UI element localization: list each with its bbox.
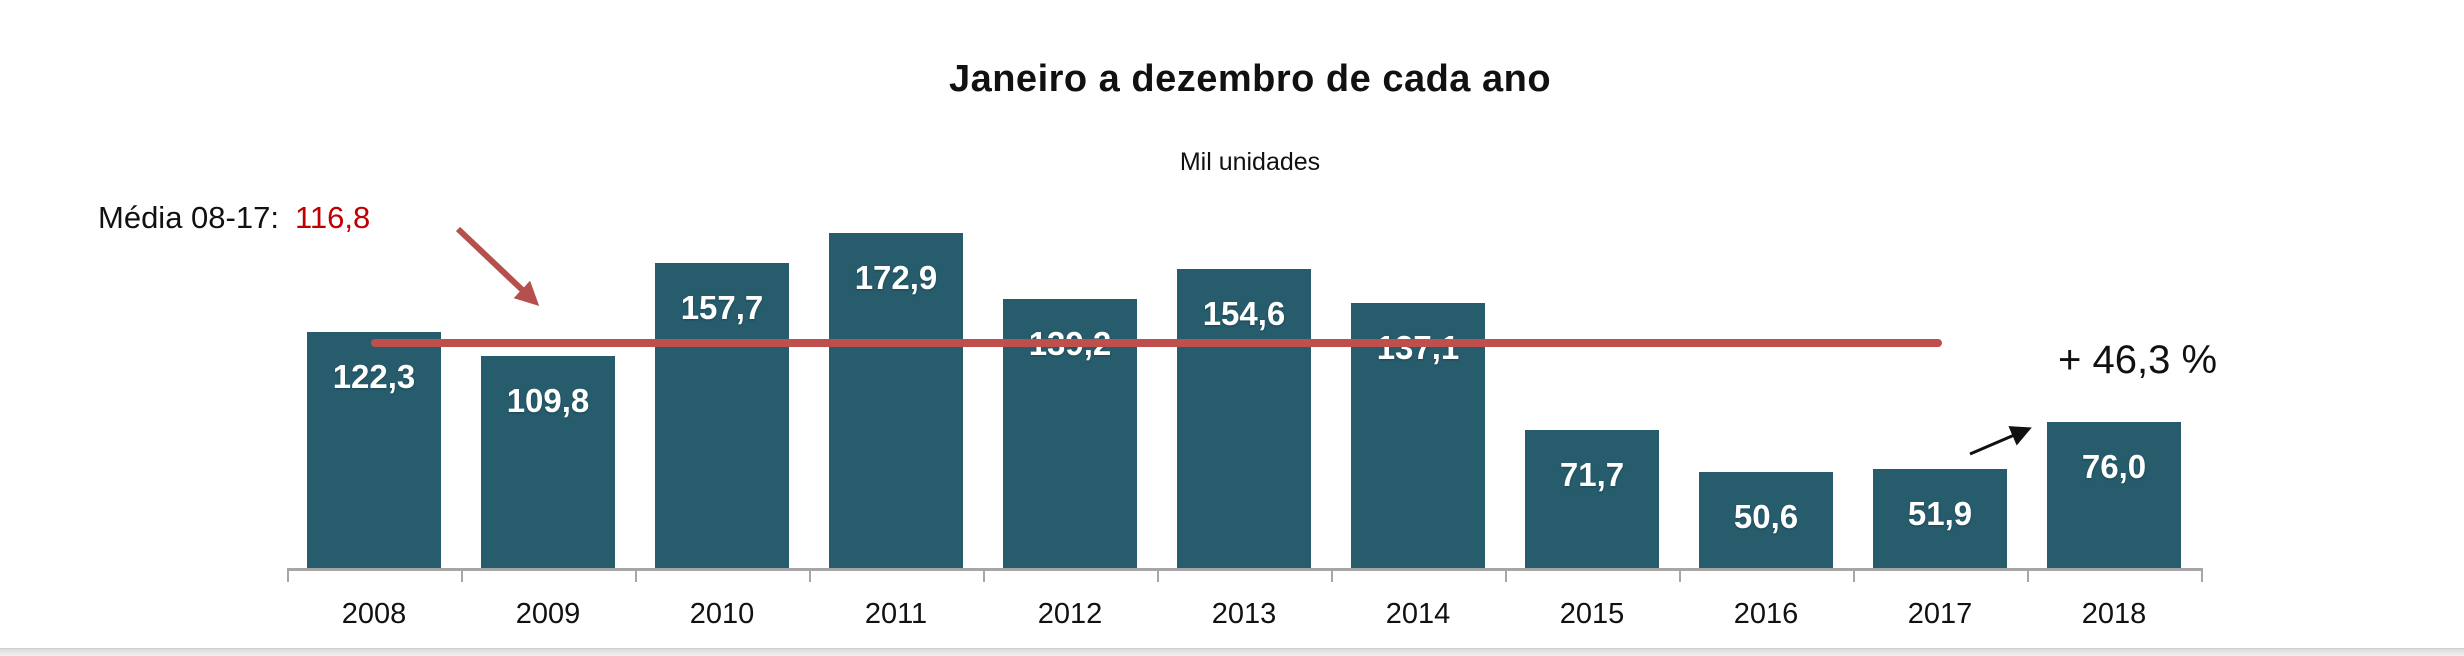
growth-arrow (1969, 426, 2032, 456)
bar-value-label: 71,7 (1559, 456, 1625, 493)
x-axis-label-2012: 2012 (1037, 598, 1103, 630)
x-axis-tick (635, 568, 637, 582)
x-axis-tick (1853, 568, 1855, 582)
bar-2013: 154,6 (1177, 269, 1311, 570)
mean-label-prefix: Média 08-17: (98, 200, 279, 235)
bar-value-label: 109,8 (506, 382, 590, 419)
x-axis-tick (1157, 568, 1159, 582)
x-axis-label-2016: 2016 (1733, 598, 1799, 630)
bar-value-label: 122,3 (332, 358, 416, 395)
bar-value-label: 51,9 (1907, 495, 1973, 532)
mean-line-label: Média 08-17: 116,8 (98, 200, 370, 236)
chart-title: Janeiro a dezembro de cada ano (948, 58, 1552, 100)
bar-2009: 109,8 (481, 356, 615, 570)
bar-value-label: 172,9 (854, 259, 938, 296)
chart-subtitle: Mil unidades (1179, 148, 1321, 176)
x-axis-tick (983, 568, 985, 582)
mean-line (371, 339, 1942, 347)
x-axis-tick (461, 568, 463, 582)
bar-2016: 50,6 (1699, 472, 1833, 570)
bar-value-label: 157,7 (680, 289, 764, 326)
bar-value-label: 137,1 (1376, 329, 1460, 366)
x-axis-line (287, 568, 2201, 571)
x-axis-label-2014: 2014 (1385, 598, 1451, 630)
x-axis-tick (2027, 568, 2029, 582)
bar-value-label: 76,0 (2081, 448, 2147, 485)
x-axis-label-2018: 2018 (2081, 598, 2147, 630)
x-axis-tick (1679, 568, 1681, 582)
bar-2010: 157,7 (655, 263, 789, 570)
mean-pointer-arrow (455, 226, 540, 306)
x-axis-tick (287, 568, 289, 582)
x-axis-label-2010: 2010 (689, 598, 755, 630)
bar-value-label: 50,6 (1733, 498, 1799, 535)
x-axis-label-2011: 2011 (864, 598, 928, 630)
x-axis-tick (2201, 568, 2203, 582)
bar-2011: 172,9 (829, 233, 963, 570)
growth-annotation: + 46,3 % (2058, 338, 2218, 382)
bar-value-label: 154,6 (1202, 295, 1286, 332)
x-axis-tick (809, 568, 811, 582)
mean-label-value: 116,8 (294, 200, 371, 235)
x-axis-label-2013: 2013 (1211, 598, 1277, 630)
x-axis-tick (1331, 568, 1333, 582)
bar-2017: 51,9 (1873, 469, 2007, 570)
x-axis-label-2017: 2017 (1907, 598, 1973, 630)
bar-2014: 137,1 (1351, 303, 1485, 570)
x-axis-label-2008: 2008 (341, 598, 407, 630)
bar-2015: 71,7 (1525, 430, 1659, 570)
slide-bottom-edge (0, 648, 2464, 656)
bar-2018: 76,0 (2047, 422, 2181, 570)
x-axis-label-2009: 2009 (515, 598, 581, 630)
bar-2008: 122,3 (307, 332, 441, 570)
x-axis-tick (1505, 568, 1507, 582)
x-axis-label-2015: 2015 (1559, 598, 1625, 630)
